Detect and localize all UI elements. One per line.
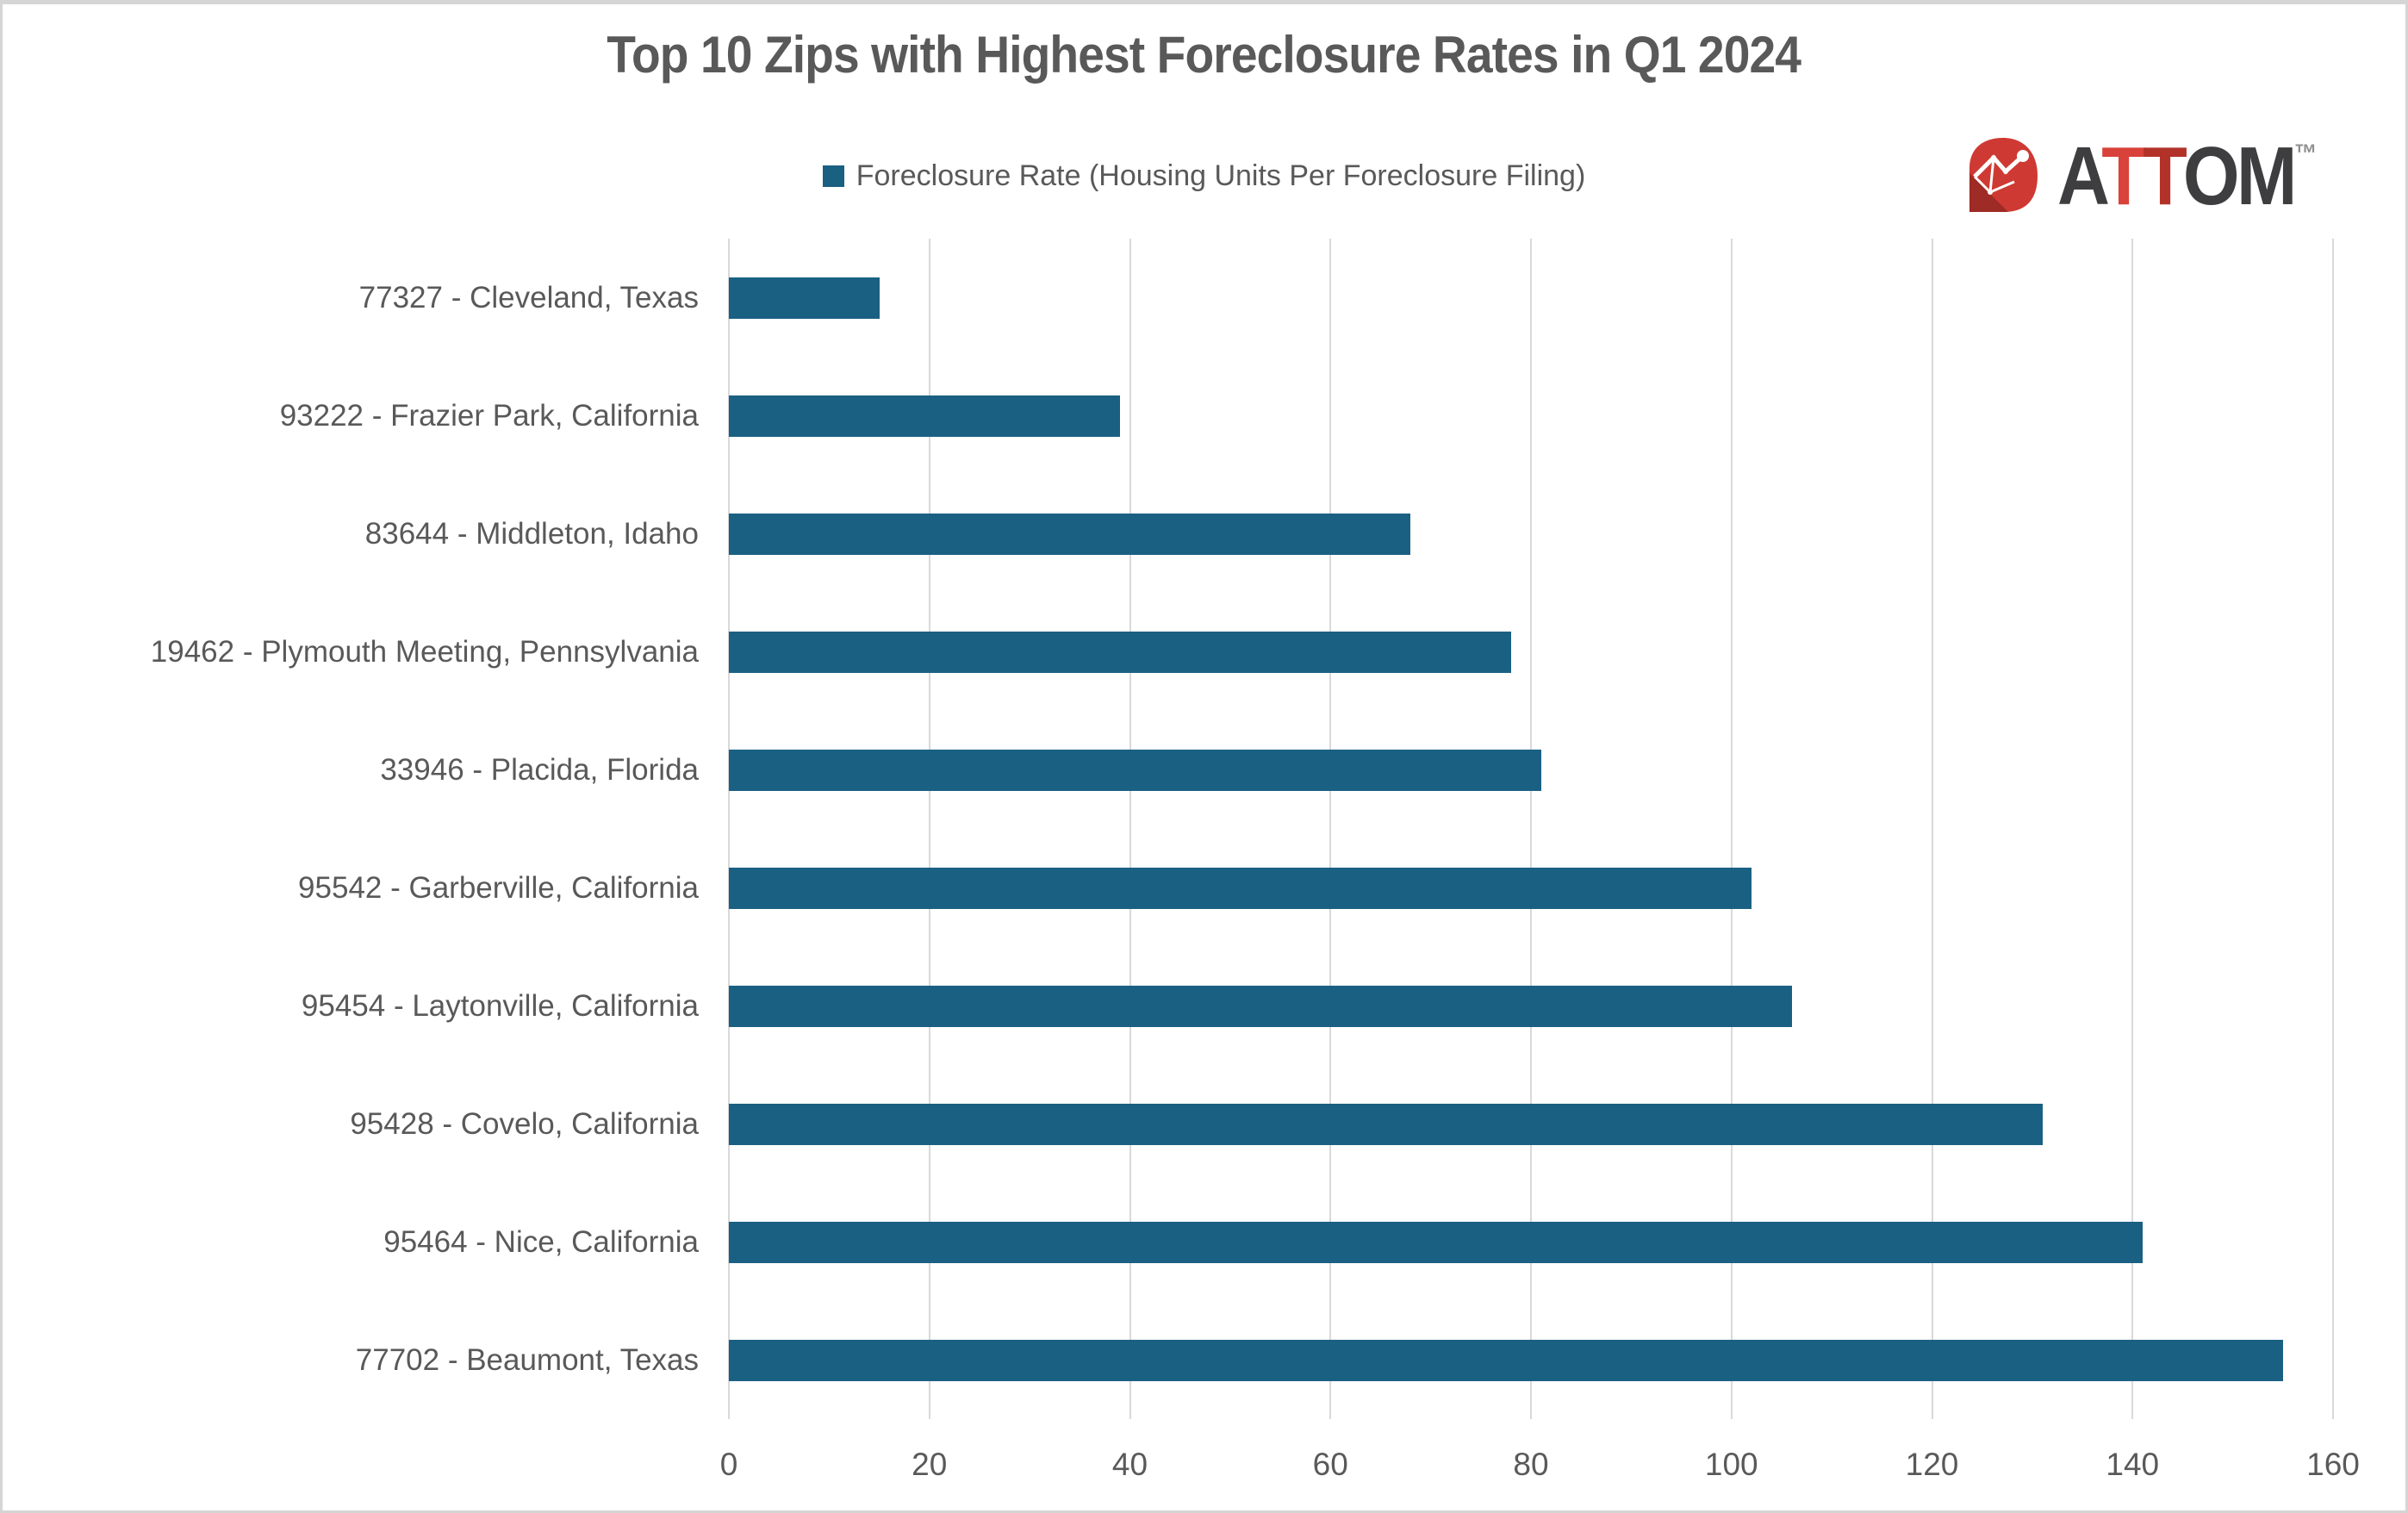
x-tick-label: 140	[2106, 1447, 2160, 1482]
bar-row	[729, 357, 2333, 475]
x-tick-label: 0	[719, 1447, 738, 1482]
bar-row	[729, 1301, 2333, 1419]
bar-row	[729, 829, 2333, 947]
attom-logo-letter: T	[2100, 130, 2146, 222]
category-axis: 77327 - Cleveland, Texas 93222 - Frazier …	[3, 239, 699, 1419]
x-tick-label: 80	[1513, 1447, 1549, 1482]
x-tick-label: 100	[1704, 1447, 1758, 1482]
x-tick-label: 40	[1111, 1447, 1148, 1482]
gridline-x-100	[1730, 239, 1733, 1419]
legend-swatch-icon	[822, 165, 844, 187]
x-tick-label: 20	[912, 1447, 948, 1482]
gridline-x-120	[1931, 239, 1933, 1419]
bar	[729, 513, 1411, 555]
category-label: 95464 - Nice, California	[383, 1224, 699, 1259]
gridline-x-0	[728, 239, 730, 1419]
bar-row	[729, 1065, 2333, 1183]
gridline-x-140	[2131, 239, 2134, 1419]
category-label: 83644 - Middleton, Idaho	[364, 516, 699, 551]
attom-logo: ATTOM ™	[1954, 128, 2352, 225]
legend: Foreclosure Rate (Housing Units Per Fore…	[3, 159, 2405, 193]
x-axis: 0 20 40 60 80 100 120 140 160	[720, 1447, 2360, 1491]
x-tick-label: 60	[1312, 1447, 1348, 1482]
gridline-x-80	[1530, 239, 1532, 1419]
bar-row	[729, 711, 2333, 829]
bar	[729, 1339, 2283, 1381]
bar-row	[729, 1183, 2333, 1301]
trademark-symbol: ™	[2293, 140, 2317, 168]
bar	[729, 749, 1541, 791]
gridline-x-20	[928, 239, 930, 1419]
category-label: 95454 - Laytonville, California	[301, 988, 699, 1023]
gridline-x-160	[2332, 239, 2334, 1419]
chart-title: Top 10 Zips with Highest Foreclosure Rat…	[3, 25, 2405, 84]
category-label: 77702 - Beaumont, Texas	[355, 1342, 699, 1377]
attom-logo-letter: T	[2142, 130, 2186, 222]
attom-logo-letter: O	[2182, 130, 2239, 222]
attom-globe-mark-icon	[1969, 138, 2038, 212]
bar-row	[729, 239, 2333, 357]
x-tick-label: 160	[2306, 1447, 2360, 1482]
category-label: 77327 - Cleveland, Texas	[358, 280, 699, 314]
bar	[729, 631, 1511, 673]
bar	[729, 1221, 2143, 1263]
category-label: 95542 - Garberville, California	[298, 870, 699, 905]
bar	[729, 985, 1792, 1027]
bar	[729, 277, 880, 319]
plot-area	[728, 239, 2334, 1419]
category-label: 95428 - Covelo, California	[350, 1106, 699, 1141]
bar	[729, 395, 1120, 437]
bar-row	[729, 947, 2333, 1065]
bar-row	[729, 475, 2333, 593]
attom-logo-letter: A	[2056, 130, 2105, 222]
bar-series	[729, 239, 2333, 1419]
gridline-x-40	[1129, 239, 1131, 1419]
attom-logo-letter: M	[2236, 130, 2297, 222]
gridline-x-60	[1329, 239, 1332, 1419]
attom-logo-text: ATTOM ™	[2057, 129, 2317, 224]
category-label: 93222 - Frazier Park, California	[279, 398, 699, 433]
bar-row	[729, 593, 2333, 711]
attom-logo-letters: ATTOM	[2056, 129, 2297, 224]
category-label: 33946 - Placida, Florida	[380, 752, 699, 787]
x-tick-label: 120	[1905, 1447, 1959, 1482]
legend-label: Foreclosure Rate (Housing Units Per Fore…	[856, 159, 1586, 192]
bar	[729, 867, 1752, 909]
bar	[729, 1103, 2043, 1145]
chart-title-text: Top 10 Zips with Highest Foreclosure Rat…	[607, 26, 1802, 84]
category-label: 19462 - Plymouth Meeting, Pennsylvania	[150, 634, 699, 669]
